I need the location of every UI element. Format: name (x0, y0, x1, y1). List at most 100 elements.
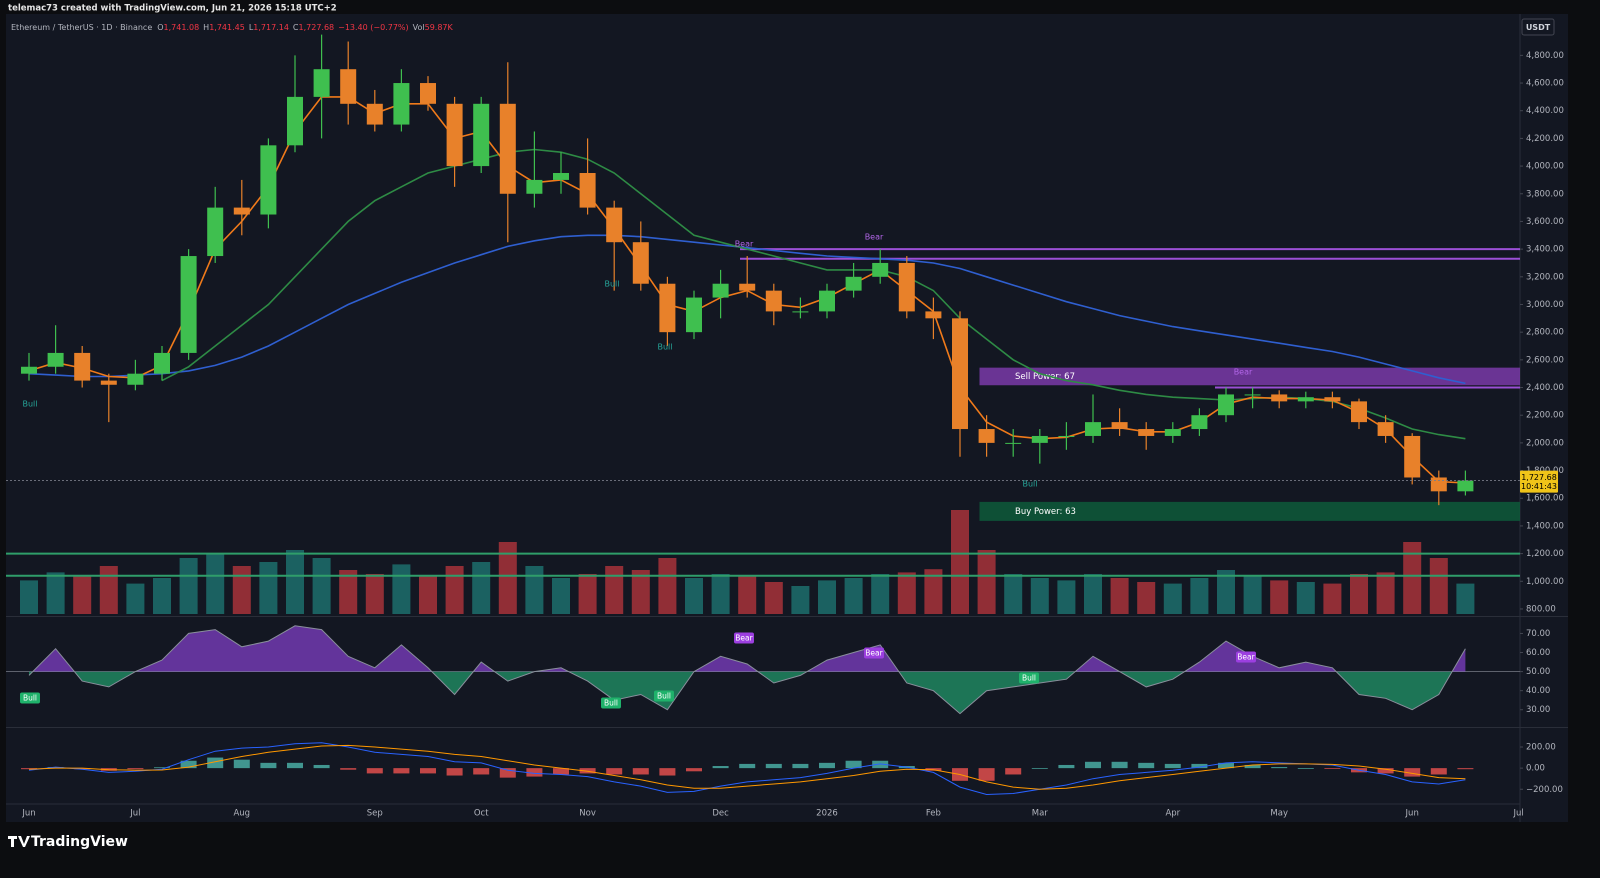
histogram-bar (420, 768, 436, 774)
candle-body (1244, 394, 1261, 396)
volume-value: 59.87K (425, 23, 454, 32)
countdown: 10:41:43 (1521, 482, 1557, 491)
histogram-bar (21, 768, 37, 770)
volume-bar (1243, 575, 1262, 614)
volume-bar (46, 572, 65, 614)
histogram-bar (739, 763, 756, 769)
x-tick-label: Dec (712, 809, 729, 819)
volume-bar (1057, 580, 1076, 614)
signal-label: Bull (657, 692, 671, 701)
volume-bar (286, 550, 304, 614)
histogram-bar (1457, 768, 1474, 770)
y-tick-label: 50.00 (1526, 667, 1550, 677)
candle-body (712, 283, 729, 298)
histogram-bar (872, 760, 889, 769)
candle-body (127, 373, 144, 385)
symbol: Ethereum / TetherUS · 1D · Binance (11, 23, 152, 32)
histogram-bar (845, 760, 862, 769)
x-tick-label: Nov (579, 809, 596, 819)
y-tick-label: 3,000.00 (1526, 300, 1564, 310)
candle-body (1271, 394, 1288, 402)
signal-box (654, 690, 674, 702)
histogram-bar (207, 757, 224, 769)
candle-body (872, 262, 889, 277)
volume-bar (339, 570, 358, 614)
histogram-bar (1138, 762, 1155, 769)
candle-body (792, 311, 809, 313)
y-tick-label: 1,200.00 (1526, 549, 1564, 559)
histogram-bar (1005, 768, 1022, 775)
ohlc-key: O (157, 23, 163, 32)
signal-label: Bull (657, 343, 672, 352)
y-tick-label: 1,400.00 (1526, 521, 1564, 531)
histogram-bar (978, 768, 995, 781)
candle-body (1430, 477, 1447, 492)
candle-body (340, 69, 357, 104)
histogram-bar (1271, 767, 1288, 769)
macd-line (28, 744, 1466, 790)
currency-box[interactable] (1521, 18, 1555, 36)
histogram-bar (686, 768, 702, 772)
volume-bar (1376, 572, 1395, 614)
price-tag-label: 1,727.68 (1521, 473, 1557, 482)
candle-body (366, 103, 383, 125)
candle-body (739, 283, 756, 291)
x-tick-label: Jun (21, 809, 35, 819)
moving-average (28, 234, 1466, 385)
volume-bar (498, 542, 517, 614)
volume-bar (1004, 574, 1023, 614)
histogram-bar (1191, 763, 1208, 769)
candle-body (1457, 480, 1474, 492)
candle-body (845, 276, 862, 291)
y-tick-label: 3,800.00 (1526, 189, 1564, 199)
histogram-bar (154, 767, 170, 769)
volume-bar (951, 510, 969, 614)
brand: TradingView (8, 834, 128, 850)
axes: 800.00 1,000.00 1,200.00 1,400.00 1,600.00 1,… (21, 51, 1564, 819)
candle-body (952, 318, 968, 430)
signal-label: Bull (1022, 480, 1037, 489)
histogram-bar (446, 768, 463, 776)
candle-body (1218, 394, 1234, 416)
x-tick-label: Jun (1405, 809, 1419, 819)
signal-label: Bear (735, 634, 753, 643)
histogram-bar (712, 766, 729, 769)
volume-bar (977, 550, 996, 614)
candle-body (819, 290, 835, 312)
ohlc-key: H (203, 23, 209, 32)
volume-bar (1323, 583, 1342, 614)
candle-body (526, 179, 543, 194)
candle-body (686, 297, 702, 333)
volume-bar (1137, 582, 1156, 614)
volume-bar (365, 574, 384, 614)
signal-label: Bull (604, 699, 618, 708)
volume-bar (658, 558, 677, 614)
volume-bar (73, 575, 92, 614)
histogram-bar (1244, 764, 1261, 769)
signal-label: Bull (1022, 674, 1036, 683)
candle-body (473, 103, 490, 167)
currency[interactable]: USDT (1526, 23, 1551, 32)
volume-bar (844, 578, 863, 614)
candle-body (47, 352, 64, 367)
histogram-bar (765, 763, 782, 769)
candle-body (207, 207, 224, 257)
y-tick-label: 30.00 (1526, 705, 1550, 715)
volume-bar (206, 554, 225, 614)
y-tick-label: 4,200.00 (1526, 134, 1564, 144)
volume-bar (179, 558, 198, 614)
candle-body (632, 242, 649, 284)
zone (979, 367, 1520, 386)
credit: telemac73 created with TradingView.com, … (8, 4, 337, 14)
y-tick-label: 70.00 (1526, 629, 1550, 639)
y-tick-label: 60.00 (1526, 648, 1550, 658)
volume-bar (552, 578, 570, 614)
volume-bar (1429, 558, 1448, 614)
y-tick-label: 4,800.00 (1526, 51, 1564, 61)
signal-box (1019, 672, 1039, 684)
histogram-bar (632, 768, 649, 775)
ohlc-key: C (293, 23, 299, 32)
candle-body (1111, 422, 1128, 430)
volume-bar (764, 582, 783, 614)
histogram-bar (1164, 763, 1181, 769)
